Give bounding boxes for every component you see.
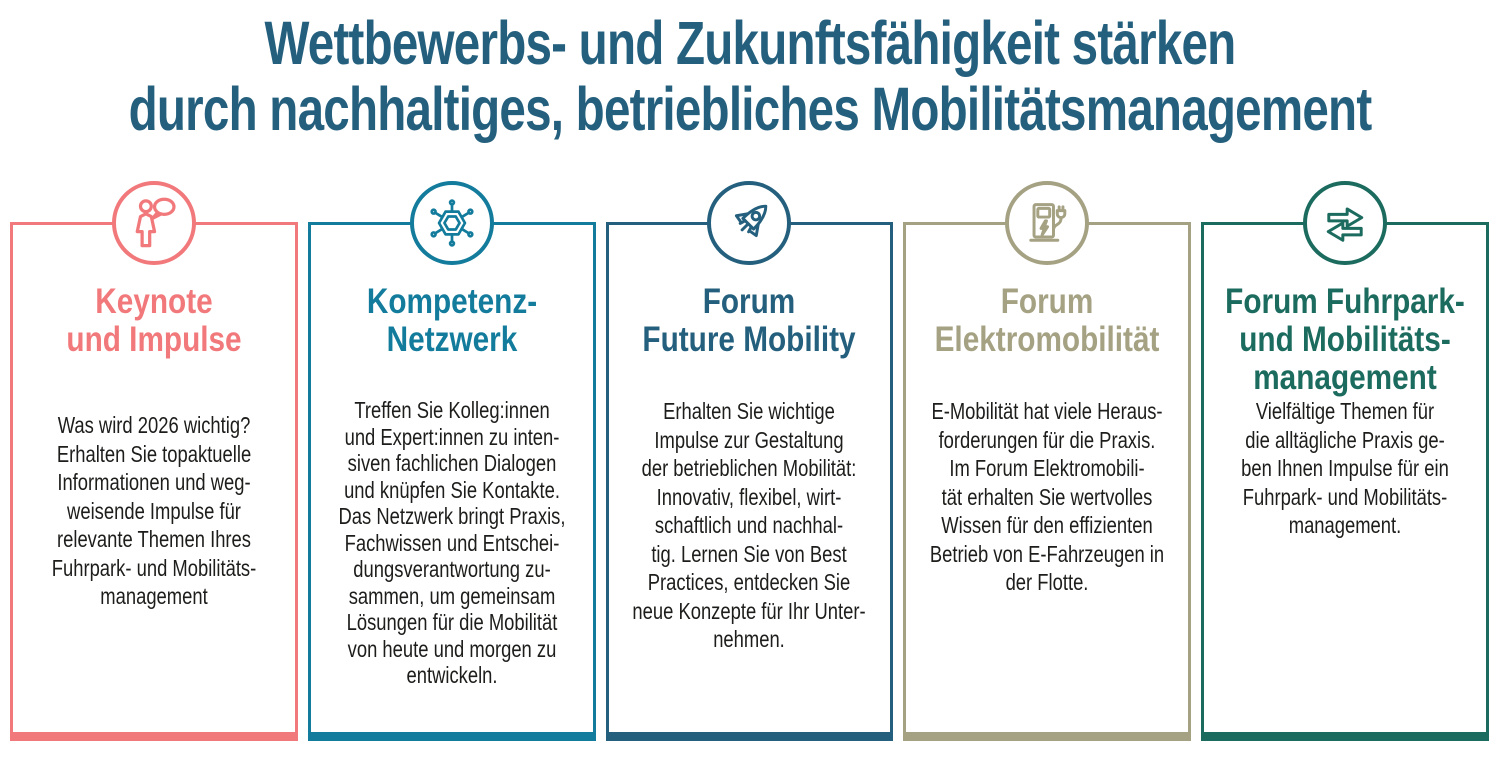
card-body: Erhalten Sie wichtige Impulse zur Gestal… [632, 398, 867, 652]
card-heading: Forum Fuhrpark- und Mobilitäts- manageme… [1225, 282, 1465, 397]
page-title: Wettbewerbs- und Zukunftsfähigkeit stärk… [128, 9, 1372, 143]
card-keynote-und-impulse: Keynote und Impulse Was wird 2026 wichti… [10, 181, 298, 741]
double-arrow-exchange-icon [1303, 181, 1388, 265]
card-heading: Forum Elektromobilität [934, 282, 1160, 359]
card-forum-fuhrpark-mobilitaetsmanagement: Forum Fuhrpark- und Mobilitäts- manageme… [1201, 181, 1489, 741]
card-body: Vielfältige Themen für die alltägliche P… [1241, 398, 1449, 538]
ev-charging-station-icon [1005, 181, 1090, 265]
infographic-page: Wettbewerbs- und Zukunftsfähigkeit stärk… [0, 10, 1499, 764]
card-body: Was wird 2026 wichtig? Erhalten Sie topa… [51, 412, 257, 609]
card-heading: Forum Future Mobility [642, 282, 857, 359]
speaker-speech-bubble-icon [111, 181, 196, 265]
card-body: Treffen Sie Kolleg:innen und Expert:inne… [338, 397, 566, 688]
card-heading: Kompetenz- Netzwerk [366, 282, 537, 359]
cards-row: Keynote und Impulse Was wird 2026 wichti… [0, 181, 1499, 741]
card-forum-elektromobilitaet: Forum Elektromobilität E-Mobilität hat v… [903, 181, 1192, 741]
card-heading: Keynote und Impulse [66, 282, 242, 359]
card-body: E-Mobilität hat viele Heraus- forderunge… [930, 398, 1165, 595]
card-kompetenz-netzwerk: Kompetenz- Netzwerk Treffen Sie Kolleg:i… [307, 181, 596, 741]
rocket-icon [707, 181, 792, 265]
card-forum-future-mobility: Forum Future Mobility Erhalten Sie wicht… [605, 181, 894, 741]
network-circuit-icon [409, 181, 494, 265]
